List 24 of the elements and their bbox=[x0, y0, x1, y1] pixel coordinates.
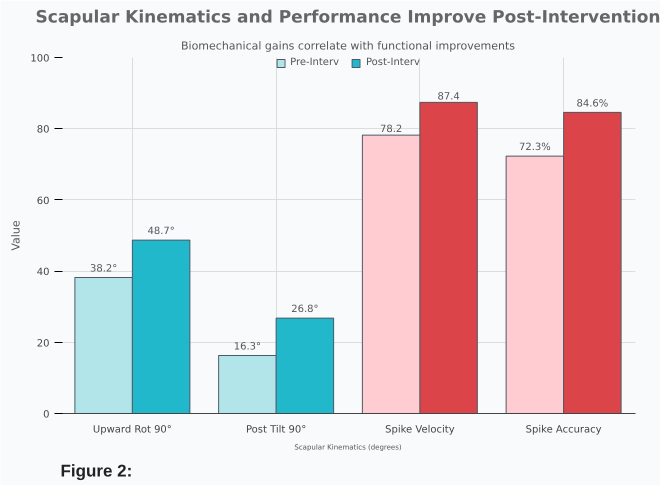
y-tick-label: 20 bbox=[36, 338, 50, 350]
data-label: 48.7° bbox=[147, 226, 175, 238]
x-tick-label: Upward Rot 90° bbox=[92, 424, 172, 436]
legend-label: Post-Interv bbox=[366, 57, 420, 68]
x-tick-label: Spike Accuracy bbox=[526, 424, 602, 436]
data-label: 87.4 bbox=[437, 91, 460, 102]
data-label: 84.6% bbox=[576, 98, 608, 110]
data-label: 16.3° bbox=[234, 341, 262, 352]
y-tick-label: 100 bbox=[30, 54, 50, 64]
y-axis-title: Value bbox=[9, 220, 22, 251]
y-tick-label: 40 bbox=[36, 267, 50, 278]
y-tick-label: 0 bbox=[43, 410, 50, 420]
x-tick-label: Spike Velocity bbox=[385, 424, 455, 436]
data-label: 72.3% bbox=[518, 142, 551, 154]
data-label: 38.2° bbox=[90, 264, 118, 275]
y-tick-label: 80 bbox=[36, 124, 50, 136]
chart-subtitle: Biomechanical gains correlate with functional improvements bbox=[180, 40, 516, 52]
chart-title: Scapular Kinematics and Performance Improve Post-Intervention bbox=[35, 8, 661, 28]
data-label: 26.8° bbox=[291, 304, 319, 316]
y-tick-label: 60 bbox=[36, 196, 50, 207]
caption: Figure 2: bbox=[60, 462, 132, 480]
legend-label: Pre-Interv bbox=[290, 57, 339, 68]
data-label: 78.2 bbox=[380, 124, 402, 136]
x-tick-label: Post Tilt 90° bbox=[246, 424, 306, 436]
